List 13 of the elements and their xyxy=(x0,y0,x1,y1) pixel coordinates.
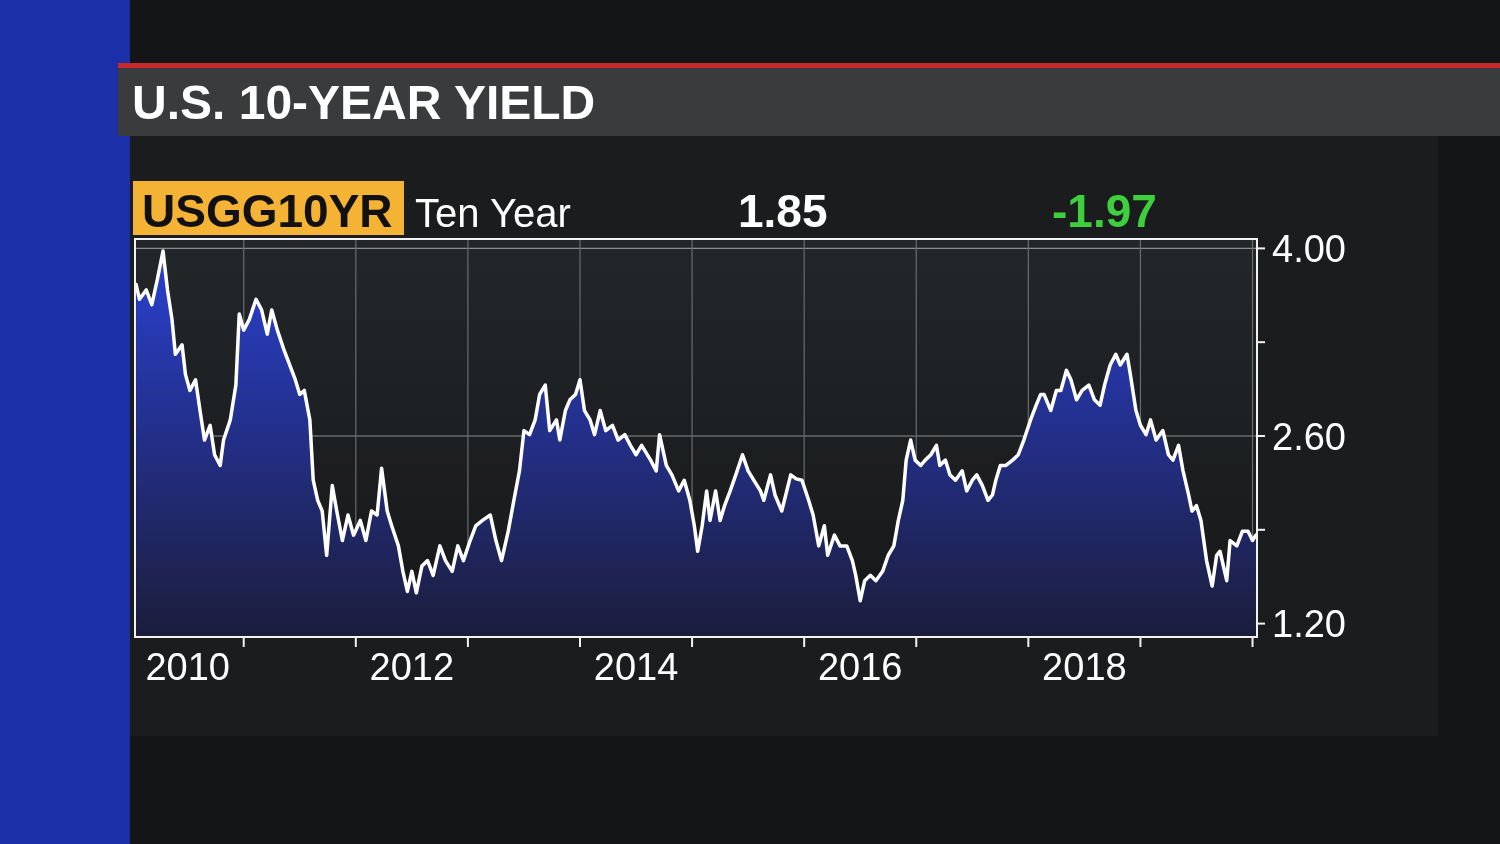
x-tick-label: 2018 xyxy=(1042,646,1127,688)
x-tick-label: 2014 xyxy=(593,646,679,688)
y-tick-label: 2.60 xyxy=(1272,415,1346,458)
text: -1.97 xyxy=(1052,185,1157,237)
text: Ten Year xyxy=(415,191,571,235)
y-tick-label: 4.00 xyxy=(1272,228,1346,271)
y-tick-label: 1.20 xyxy=(1272,603,1346,646)
chart-title: U.S. 10-YEAR YIELD xyxy=(132,76,596,129)
text: 1.85 xyxy=(738,185,828,237)
x-tick-label: 2010 xyxy=(145,646,230,688)
text: USGG10YR xyxy=(142,185,393,237)
x-tick-label: 2016 xyxy=(817,646,903,688)
x-tick-label: 2012 xyxy=(369,646,455,688)
